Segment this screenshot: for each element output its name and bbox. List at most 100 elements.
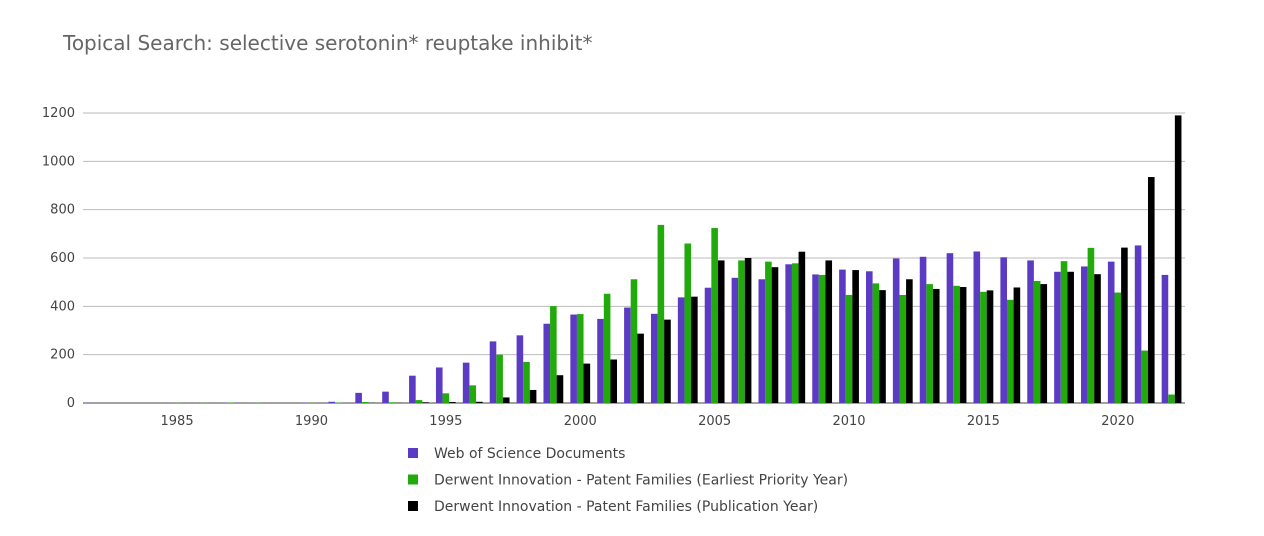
- legend-label: Derwent Innovation - Patent Families (Ea…: [434, 473, 848, 489]
- bar: [872, 283, 880, 403]
- bar: [1087, 247, 1095, 403]
- bar: [664, 319, 671, 403]
- bar: [435, 367, 443, 403]
- bar: [1013, 287, 1021, 403]
- bar: [791, 263, 799, 403]
- bar: [953, 285, 960, 403]
- bar: [496, 354, 503, 403]
- bar: [798, 251, 806, 403]
- bar: [818, 274, 826, 403]
- y-axis-ticks: 0 200 400 600 800 1000 1200: [42, 106, 75, 411]
- bar: [919, 256, 927, 403]
- bar: [691, 296, 698, 403]
- bar: [704, 287, 712, 403]
- bar: [1000, 257, 1007, 403]
- bar: [899, 294, 907, 403]
- bar: [388, 402, 396, 403]
- x-tick-label: 1990: [295, 414, 328, 429]
- bar: [684, 243, 692, 403]
- bar: [731, 277, 739, 403]
- legend-label: Web of Science Documents: [434, 446, 625, 462]
- bar: [603, 293, 611, 403]
- legend: Web of Science Documents Derwent Innovati…: [408, 446, 848, 515]
- x-tick-label: 2010: [832, 414, 865, 429]
- y-tick-label: 0: [67, 396, 75, 411]
- bars: [86, 115, 1182, 404]
- bar: [1060, 261, 1068, 403]
- x-tick-label: 1995: [429, 414, 462, 429]
- bar: [637, 333, 644, 403]
- y-tick-label: 1000: [42, 154, 75, 169]
- y-tick-label: 200: [50, 348, 75, 363]
- bar: [765, 261, 772, 403]
- bar: [1040, 284, 1048, 403]
- x-tick-label: 1985: [161, 414, 194, 429]
- bar: [610, 359, 618, 403]
- bar: [489, 341, 497, 403]
- bar: [1006, 299, 1014, 403]
- bar: [550, 306, 557, 403]
- bar: [1168, 394, 1175, 403]
- y-tick-label: 800: [50, 203, 75, 218]
- bar: [382, 391, 389, 403]
- bar: [529, 389, 537, 403]
- legend-swatch: [408, 448, 418, 458]
- bar: [771, 267, 779, 403]
- bar: [449, 402, 456, 403]
- bar: [785, 264, 792, 403]
- y-tick-label: 1200: [42, 106, 75, 121]
- bar: [469, 385, 477, 403]
- bar: [1033, 280, 1041, 403]
- bar: [328, 401, 336, 403]
- y-tick-label: 600: [50, 251, 75, 266]
- bar: [1054, 271, 1061, 403]
- bar: [1027, 260, 1034, 403]
- x-tick-label: 2015: [967, 414, 1000, 429]
- bar: [543, 323, 551, 403]
- bar: [973, 251, 981, 403]
- bar: [906, 279, 913, 403]
- bar: [422, 402, 429, 403]
- bar: [523, 361, 530, 403]
- bar: [825, 260, 833, 403]
- bar: [946, 253, 954, 403]
- bar: [744, 258, 752, 403]
- bar: [361, 402, 369, 403]
- bar: [415, 400, 423, 403]
- bar: [1094, 274, 1101, 403]
- bar: [738, 260, 745, 403]
- bar: [630, 279, 638, 403]
- bar: [892, 258, 900, 403]
- legend-swatch: [408, 501, 418, 511]
- bar: [1174, 115, 1182, 404]
- legend-label: Derwent Innovation - Patent Families (Pu…: [434, 499, 818, 515]
- bar: [650, 313, 658, 403]
- legend-swatch: [408, 474, 418, 485]
- bar: [812, 274, 819, 403]
- bar: [570, 314, 577, 403]
- x-axis-ticks: 1985 1990 1995 2000 2005 2010 2015 2020: [161, 414, 1135, 429]
- bar: [711, 228, 718, 403]
- bar: [502, 397, 510, 403]
- bar: [624, 307, 631, 403]
- bar: [409, 375, 416, 403]
- bar: [879, 290, 886, 403]
- bar: [1114, 292, 1122, 403]
- bar: [442, 393, 450, 403]
- bar: [576, 314, 584, 403]
- bar: [932, 288, 940, 403]
- bar: [980, 291, 987, 403]
- bar: [355, 392, 362, 403]
- bar: [1141, 350, 1148, 403]
- bar: [597, 318, 604, 403]
- bar: [959, 287, 967, 403]
- x-tick-label: 2000: [564, 414, 597, 429]
- bar: [986, 290, 994, 403]
- bar: [1081, 266, 1088, 403]
- bar: [1147, 177, 1155, 403]
- bar: [866, 271, 873, 403]
- bar: [1134, 245, 1142, 403]
- bar: [583, 363, 591, 403]
- bar: [1161, 274, 1169, 403]
- bar: [462, 362, 470, 403]
